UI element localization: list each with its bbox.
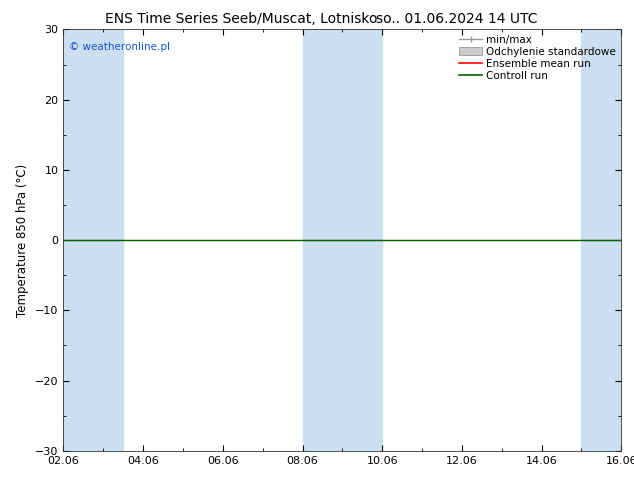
Bar: [63, 29, 123, 451]
Legend: min/max, Odchylenie standardowe, Ensemble mean run, Controll run: min/max, Odchylenie standardowe, Ensembl…: [457, 32, 618, 83]
Text: so.. 01.06.2024 14 UTC: so.. 01.06.2024 14 UTC: [376, 12, 537, 26]
Text: ENS Time Series Seeb/Muscat, Lotnisko: ENS Time Series Seeb/Muscat, Lotnisko: [105, 12, 377, 26]
Bar: [302, 29, 382, 451]
Bar: [581, 29, 621, 451]
Text: © weatheronline.pl: © weatheronline.pl: [69, 42, 170, 52]
Y-axis label: Temperature 850 hPa (°C): Temperature 850 hPa (°C): [16, 164, 30, 317]
